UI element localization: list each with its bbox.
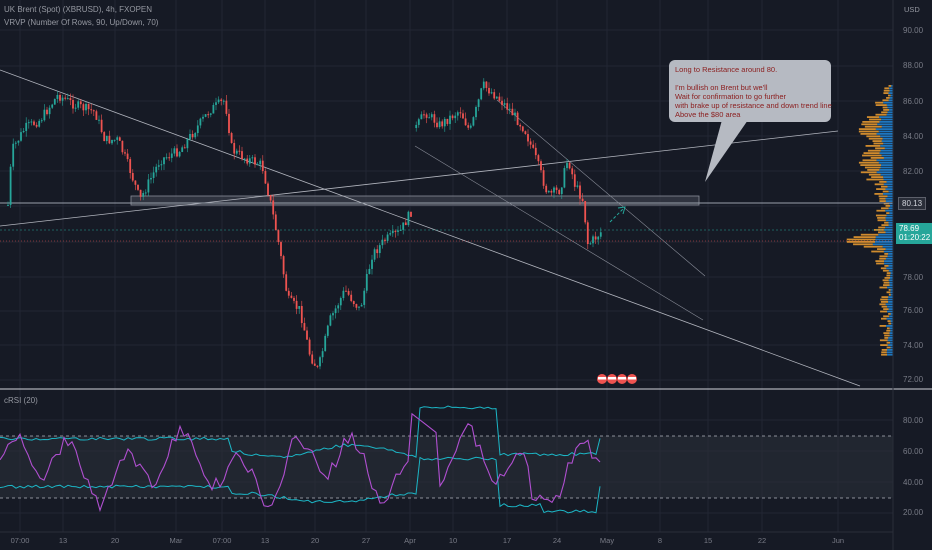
time-tick: 13 [260, 536, 270, 545]
time-tick: 13 [58, 536, 68, 545]
channel-line-lower[interactable] [414, 145, 704, 321]
time-tick: Apr [404, 536, 416, 545]
time-tick: May [599, 536, 615, 545]
current-price-label: 78.69 01:20:22 [896, 223, 932, 244]
symbol-title[interactable]: UK Brent (Spot) (XBRUSD), 4h, FXOPEN [4, 5, 153, 14]
time-tick: Mar [169, 536, 183, 545]
note-callout[interactable]: Long to Resistance around 80. I'm bullis… [669, 60, 832, 122]
time-tick: 20 [310, 536, 320, 545]
note-line: Above the $80 area [675, 110, 741, 119]
down-trend-line[interactable] [0, 69, 861, 387]
projection-arrow[interactable] [609, 207, 625, 223]
time-tick: 24 [552, 536, 562, 545]
price-tick: 76.00 [903, 306, 924, 315]
note-line: I'm bullish on Brent but we'll [675, 83, 768, 92]
rsi-tick: 40.00 [903, 478, 924, 487]
price-tick: 86.00 [903, 97, 924, 106]
note-line [675, 74, 825, 83]
time-tick: 15 [703, 536, 713, 545]
time-tick: 27 [361, 536, 371, 545]
note-line: Wait for confirmation to go further [675, 92, 787, 101]
note-line: Long to Resistance around 80. [675, 65, 778, 74]
rsi-tick: 80.00 [903, 416, 924, 425]
bar-countdown: 01:20:22 [899, 233, 931, 242]
time-tick: 07:00 [10, 536, 30, 545]
indicator-label[interactable]: VRVP (Number Of Rows, 90, Up/Down, 70) [4, 18, 159, 27]
time-tick: 8 [657, 536, 663, 545]
currency-label: USD [904, 5, 920, 14]
price-tick: 82.00 [903, 167, 924, 176]
candles [7, 78, 602, 370]
price-tick: 84.00 [903, 132, 924, 141]
time-tick: 07:00 [212, 536, 232, 545]
time-tick: 17 [502, 536, 512, 545]
rsi-label[interactable]: cRSI (20) [4, 396, 38, 405]
volume-profile [846, 85, 893, 356]
price-tick: 88.00 [903, 61, 924, 70]
up-trend-line[interactable] [0, 130, 839, 227]
level-price-label: 80.13 [898, 197, 927, 210]
time-tick: 20 [110, 536, 120, 545]
price-tick: 90.00 [903, 26, 924, 35]
time-tick: 10 [448, 536, 458, 545]
note-line: with brake up of resistance and down tre… [675, 101, 832, 110]
rsi-upper-band [0, 405, 601, 459]
channel-line-upper[interactable] [496, 99, 706, 277]
time-axis[interactable]: 07:00 13 20 Mar 07:00 13 20 27 Apr 10 17 24 May 8 15 22… [0, 534, 893, 550]
event-markers[interactable] [597, 374, 637, 384]
rsi-tick: 20.00 [903, 508, 924, 517]
rsi-line [0, 412, 601, 513]
time-tick: Jun [831, 536, 845, 545]
time-tick: 22 [757, 536, 767, 545]
note-pointer [705, 120, 748, 182]
price-tick: 78.00 [903, 273, 924, 282]
resistance-zone[interactable] [130, 195, 700, 206]
current-price: 78.69 [899, 224, 920, 233]
price-tick: 74.00 [903, 341, 924, 350]
rsi-band-fill [0, 436, 893, 498]
rsi-lower-band [0, 456, 601, 514]
price-tick: 72.00 [903, 375, 924, 384]
rsi-tick: 60.00 [903, 447, 924, 456]
arrow-head-icon [617, 206, 626, 215]
